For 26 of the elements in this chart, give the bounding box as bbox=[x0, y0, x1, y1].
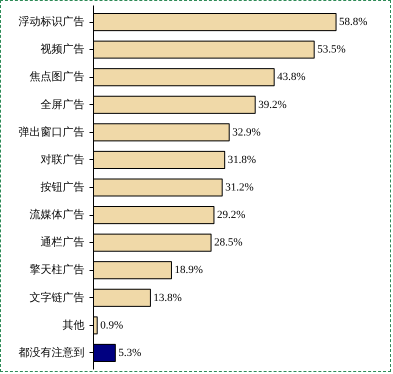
data-label: 39.2% bbox=[258, 98, 287, 111]
data-label: 31.2% bbox=[225, 182, 254, 194]
y-tick-label: 弹出窗口广告 bbox=[18, 125, 84, 138]
data-label: 5.3% bbox=[118, 346, 142, 359]
y-tick-label: 浮动标识广告 bbox=[18, 15, 84, 28]
y-tick-label: 按钮广告 bbox=[40, 180, 84, 194]
data-label: 53.5% bbox=[317, 44, 346, 56]
data-label: 29.2% bbox=[216, 209, 246, 222]
y-tick-label: 视频广告 bbox=[40, 42, 84, 56]
data-label: 32.9% bbox=[232, 126, 261, 138]
data-label: 43.8% bbox=[277, 71, 306, 84]
y-tick-label: 擎天柱广告 bbox=[30, 263, 84, 276]
y-tick-label: 文字链广告 bbox=[30, 290, 84, 304]
y-tick-label: 都没有注意到 bbox=[18, 346, 84, 359]
y-tick-label: 对联广告 bbox=[40, 152, 84, 166]
data-label: 31.8% bbox=[228, 154, 256, 166]
data-label: 58.8% bbox=[339, 16, 368, 28]
y-tick-label: 其他 bbox=[62, 318, 84, 332]
data-label: 0.9% bbox=[100, 319, 124, 332]
y-tick-label: 流媒体广告 bbox=[30, 208, 84, 222]
y-tick-label: 焦点图广告 bbox=[30, 70, 84, 84]
y-tick-label: 通栏广告 bbox=[40, 236, 84, 249]
y-tick-label: 全屏广告 bbox=[40, 98, 84, 111]
data-label: 13.8% bbox=[153, 292, 182, 304]
data-label: 18.9% bbox=[174, 264, 203, 276]
data-label: 28.5% bbox=[214, 236, 242, 249]
